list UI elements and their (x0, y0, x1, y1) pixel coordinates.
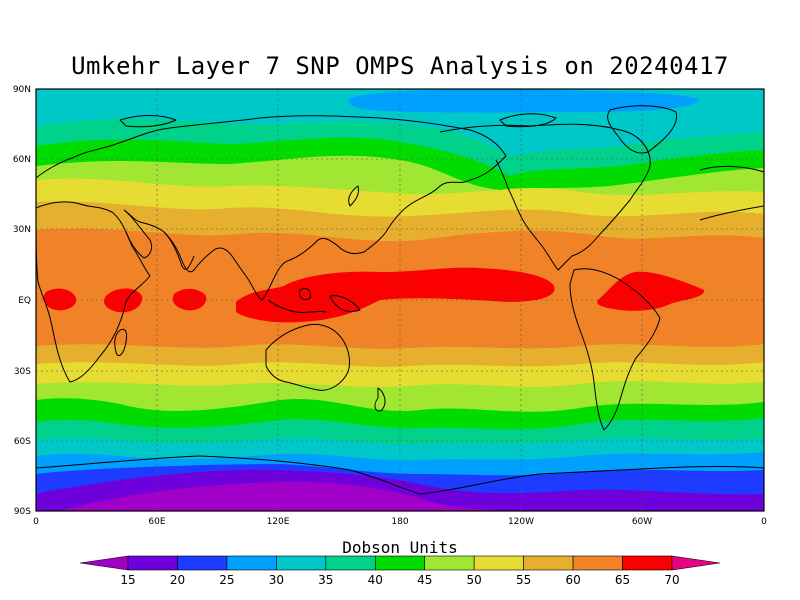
colorbar-cell (424, 555, 475, 571)
colorbar: Dobson Units 15 20 25 30 35 40 45 50 55 60 65 70 (79, 538, 721, 587)
x-tick-label: 0 (761, 517, 767, 527)
colorbar-cell (177, 555, 228, 571)
colorbar-title: Dobson Units (342, 538, 458, 557)
colorbar-cell (523, 555, 574, 571)
band-sh-15 (60, 481, 520, 511)
colorbar-label: 40 (368, 573, 383, 587)
colorbar-label: 20 (170, 573, 185, 587)
colorbar-label: 15 (120, 573, 135, 587)
colorbar-cell (622, 555, 673, 571)
colorbar-label: 60 (565, 573, 580, 587)
colorbar-label: 55 (516, 573, 531, 587)
coastlines (36, 105, 764, 495)
colorbar-cell-high (671, 555, 721, 571)
x-tick-label: 180 (391, 517, 408, 527)
colorbar-cell (572, 555, 623, 571)
colorbar-label: 35 (318, 573, 333, 587)
colorbar-label: 30 (269, 573, 284, 587)
colorbar-label: 50 (467, 573, 482, 587)
colorbar-labels: 15 20 25 30 35 40 45 50 55 60 65 70 (120, 573, 679, 587)
x-tick-label: 60E (148, 517, 165, 527)
colorbar-cell-low (79, 555, 129, 571)
colorbar-label: 65 (615, 573, 630, 587)
y-tick-label: 90S (14, 507, 31, 517)
y-tick-label: 30N (13, 225, 31, 235)
band-nh-30 (348, 89, 700, 113)
x-tick-label: 0 (33, 517, 39, 527)
x-tick-label: 60W (632, 517, 652, 527)
y-tick-label: 30S (14, 367, 31, 377)
colorbar-label: 45 (417, 573, 432, 587)
tropical-maximum (43, 267, 705, 323)
ozone-contour-field (36, 89, 764, 511)
colorbar-cell (127, 555, 178, 571)
colorbar-label: 25 (219, 573, 234, 587)
graticule (36, 89, 764, 511)
map-title: Umkehr Layer 7 SNP OMPS Analysis on 2024… (71, 52, 729, 80)
colorbar-label: 70 (664, 573, 679, 587)
y-axis: 90N 60N 30N EQ 30S 60S 90S (13, 85, 31, 517)
colorbar-cell (226, 555, 277, 571)
colorbar-cell (325, 555, 376, 571)
plot-frame (35, 88, 765, 512)
x-tick-label: 120E (267, 517, 290, 527)
y-tick-label: 60S (14, 437, 31, 447)
y-tick-label: 90N (13, 85, 31, 95)
y-tick-label: 60N (13, 155, 31, 165)
colorbar-cell (374, 555, 426, 571)
x-tick-label: 120W (508, 517, 534, 527)
colorbar-cell (276, 555, 327, 571)
colorbar-cell (473, 555, 524, 571)
x-axis: 0 60E 120E 180 120W 60W 0 (33, 517, 767, 527)
y-tick-label: EQ (18, 296, 31, 306)
colorbar-cells (79, 555, 721, 571)
